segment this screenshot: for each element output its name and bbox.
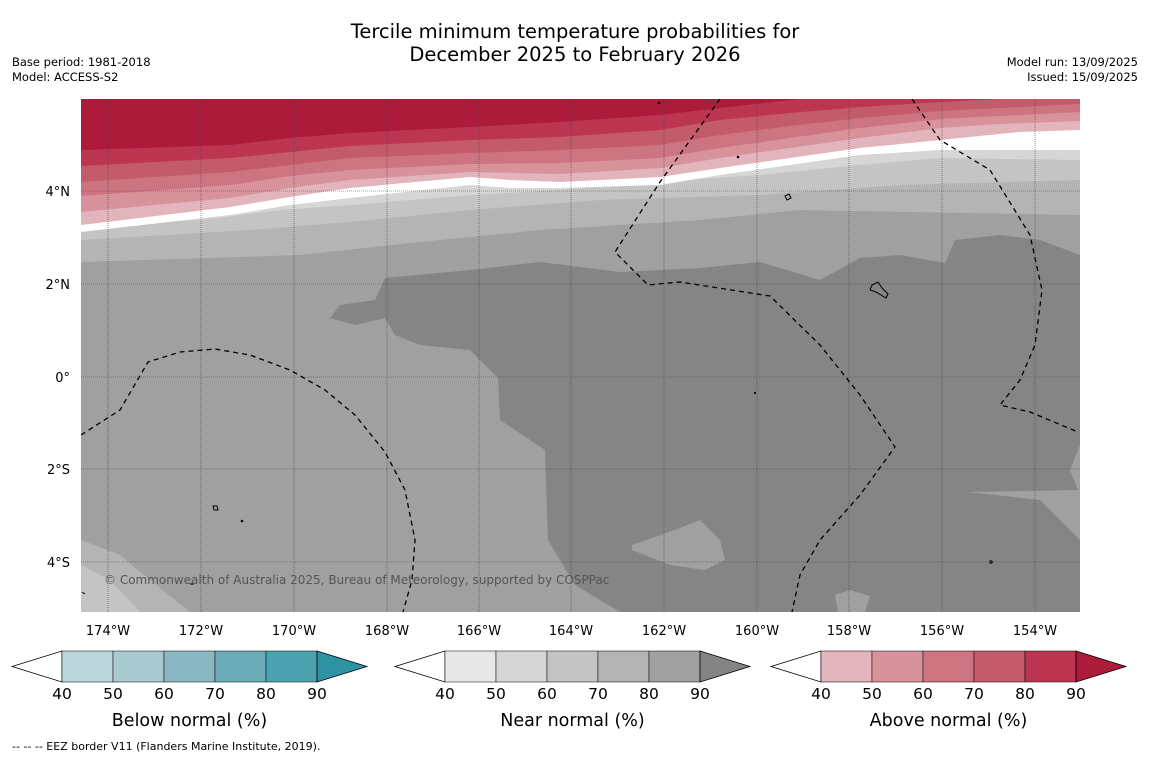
colorbar-tick-label: 40 <box>435 685 455 703</box>
colorbar-above-segment <box>1024 650 1077 683</box>
lat-label: 2°S <box>47 463 70 478</box>
copyright-text: © Commonwealth of Australia 2025, Bureau… <box>104 573 609 587</box>
lat-label: 2°N <box>46 278 71 293</box>
colorbar-above: 40 50 60 70 80 90 Above normal (%) <box>769 650 1128 731</box>
near-normal-patch-east <box>968 490 1080 540</box>
colorbar-above-segment <box>973 650 1026 683</box>
eez-borders <box>81 99 1079 612</box>
colorbar-tick-label: 90 <box>1066 685 1086 703</box>
colorbar-below: 40 50 60 70 80 90 Below normal (%) <box>10 650 369 731</box>
near-normal-high-region <box>330 235 1080 612</box>
colorbar-tick-label: 50 <box>862 685 882 703</box>
colorbar-below-max-triangle <box>316 650 369 683</box>
islands <box>81 101 993 595</box>
colorbar-above-segment <box>871 650 924 683</box>
colorbar-below-segment <box>163 650 216 683</box>
map-gridlines <box>81 99 1080 612</box>
lat-label: 4°S <box>47 556 70 571</box>
colorbar-tick-label: 40 <box>52 685 72 703</box>
model-run-text: Model run: 13/09/2025 <box>1006 55 1138 69</box>
lon-label: 174°W <box>86 624 130 639</box>
lon-label: 162°W <box>642 624 686 639</box>
colorbar-tick-label: 70 <box>205 685 225 703</box>
colorbar-title: Near normal (%) <box>500 711 645 731</box>
lon-label: 160°W <box>735 624 779 639</box>
lon-label: 166°W <box>457 624 501 639</box>
lon-label: 154°W <box>1013 624 1057 639</box>
meta-left: Base period: 1981-2018 Model: ACCESS-S2 <box>12 55 151 85</box>
colorbar-below-segment <box>214 650 267 683</box>
lon-label: 164°W <box>549 624 593 639</box>
colorbar-above-max-triangle <box>1075 650 1128 683</box>
colorbar-title: Below normal (%) <box>112 711 267 731</box>
colorbar-tick-label: 80 <box>256 685 276 703</box>
colorbar-tick-label: 80 <box>1015 685 1035 703</box>
near-normal-patch-south <box>835 590 870 612</box>
near-normal-sw-band2 <box>81 565 140 612</box>
colorbar-tick-label: 60 <box>154 685 174 703</box>
lon-label: 170°W <box>272 624 316 639</box>
near-normal-patch <box>632 520 725 570</box>
eez-footnote: -- -- -- EEZ border V11 (Flanders Marine… <box>12 740 321 753</box>
above-normal-band-90 <box>81 99 800 150</box>
lon-label: 172°W <box>179 624 223 639</box>
longitude-labels: 174°W 172°W 170°W 168°W 166°W 164°W 162°… <box>86 624 1057 639</box>
model-text: Model: ACCESS-S2 <box>12 70 119 84</box>
colorbar-tick-label: 90 <box>690 685 710 703</box>
colorbars: 40 50 60 70 80 90 Below normal (%) 40 50 60 70 80 90… <box>10 650 1128 731</box>
colorbar-near-max-triangle <box>699 650 752 683</box>
colorbar-tick-label: 80 <box>639 685 659 703</box>
colorbar-near-min-triangle <box>393 650 446 683</box>
colorbar-near-segment <box>597 650 650 683</box>
colorbar-below-min-triangle <box>10 650 63 683</box>
map-title-line1: Tercile minimum temperature probabilitie… <box>350 20 800 43</box>
colorbar-tick-label: 40 <box>811 685 831 703</box>
colorbar-below-segment <box>265 650 318 683</box>
latitude-labels: 4°N 2°N 0° 2°S 4°S <box>46 185 71 571</box>
colorbar-above-segment <box>820 650 873 683</box>
colorbar-tick-label: 60 <box>913 685 933 703</box>
base-period-text: Base period: 1981-2018 <box>12 55 151 69</box>
colorbar-tick-label: 50 <box>103 685 123 703</box>
lon-label: 158°W <box>827 624 871 639</box>
lat-label: 0° <box>55 371 70 386</box>
colorbar-below-segment <box>61 650 114 683</box>
lat-label: 4°N <box>46 185 71 200</box>
colorbar-above-segment <box>922 650 975 683</box>
colorbar-tick-label: 70 <box>588 685 608 703</box>
colorbar-above-min-triangle <box>769 650 822 683</box>
colorbar-near-segment <box>444 650 497 683</box>
colorbar-title: Above normal (%) <box>870 711 1028 731</box>
colorbar-tick-label: 70 <box>964 685 984 703</box>
colorbar-below-segment <box>112 650 165 683</box>
issued-text: Issued: 15/09/2025 <box>1027 70 1138 84</box>
colorbar-near: 40 50 60 70 80 90 Near normal (%) <box>393 650 752 731</box>
colorbar-near-segment <box>495 650 548 683</box>
map-title-line2: December 2025 to February 2026 <box>409 43 741 66</box>
map-plot-area: © Commonwealth of Australia 2025, Bureau… <box>81 99 1080 612</box>
colorbar-tick-label: 90 <box>307 685 327 703</box>
lon-label: 156°W <box>920 624 964 639</box>
colorbar-near-segment <box>648 650 701 683</box>
lon-label: 168°W <box>365 624 409 639</box>
colorbar-tick-label: 50 <box>486 685 506 703</box>
meta-right: Model run: 13/09/2025 Issued: 15/09/2025 <box>1007 55 1138 85</box>
colorbar-near-segment <box>546 650 599 683</box>
colorbar-tick-label: 60 <box>537 685 557 703</box>
